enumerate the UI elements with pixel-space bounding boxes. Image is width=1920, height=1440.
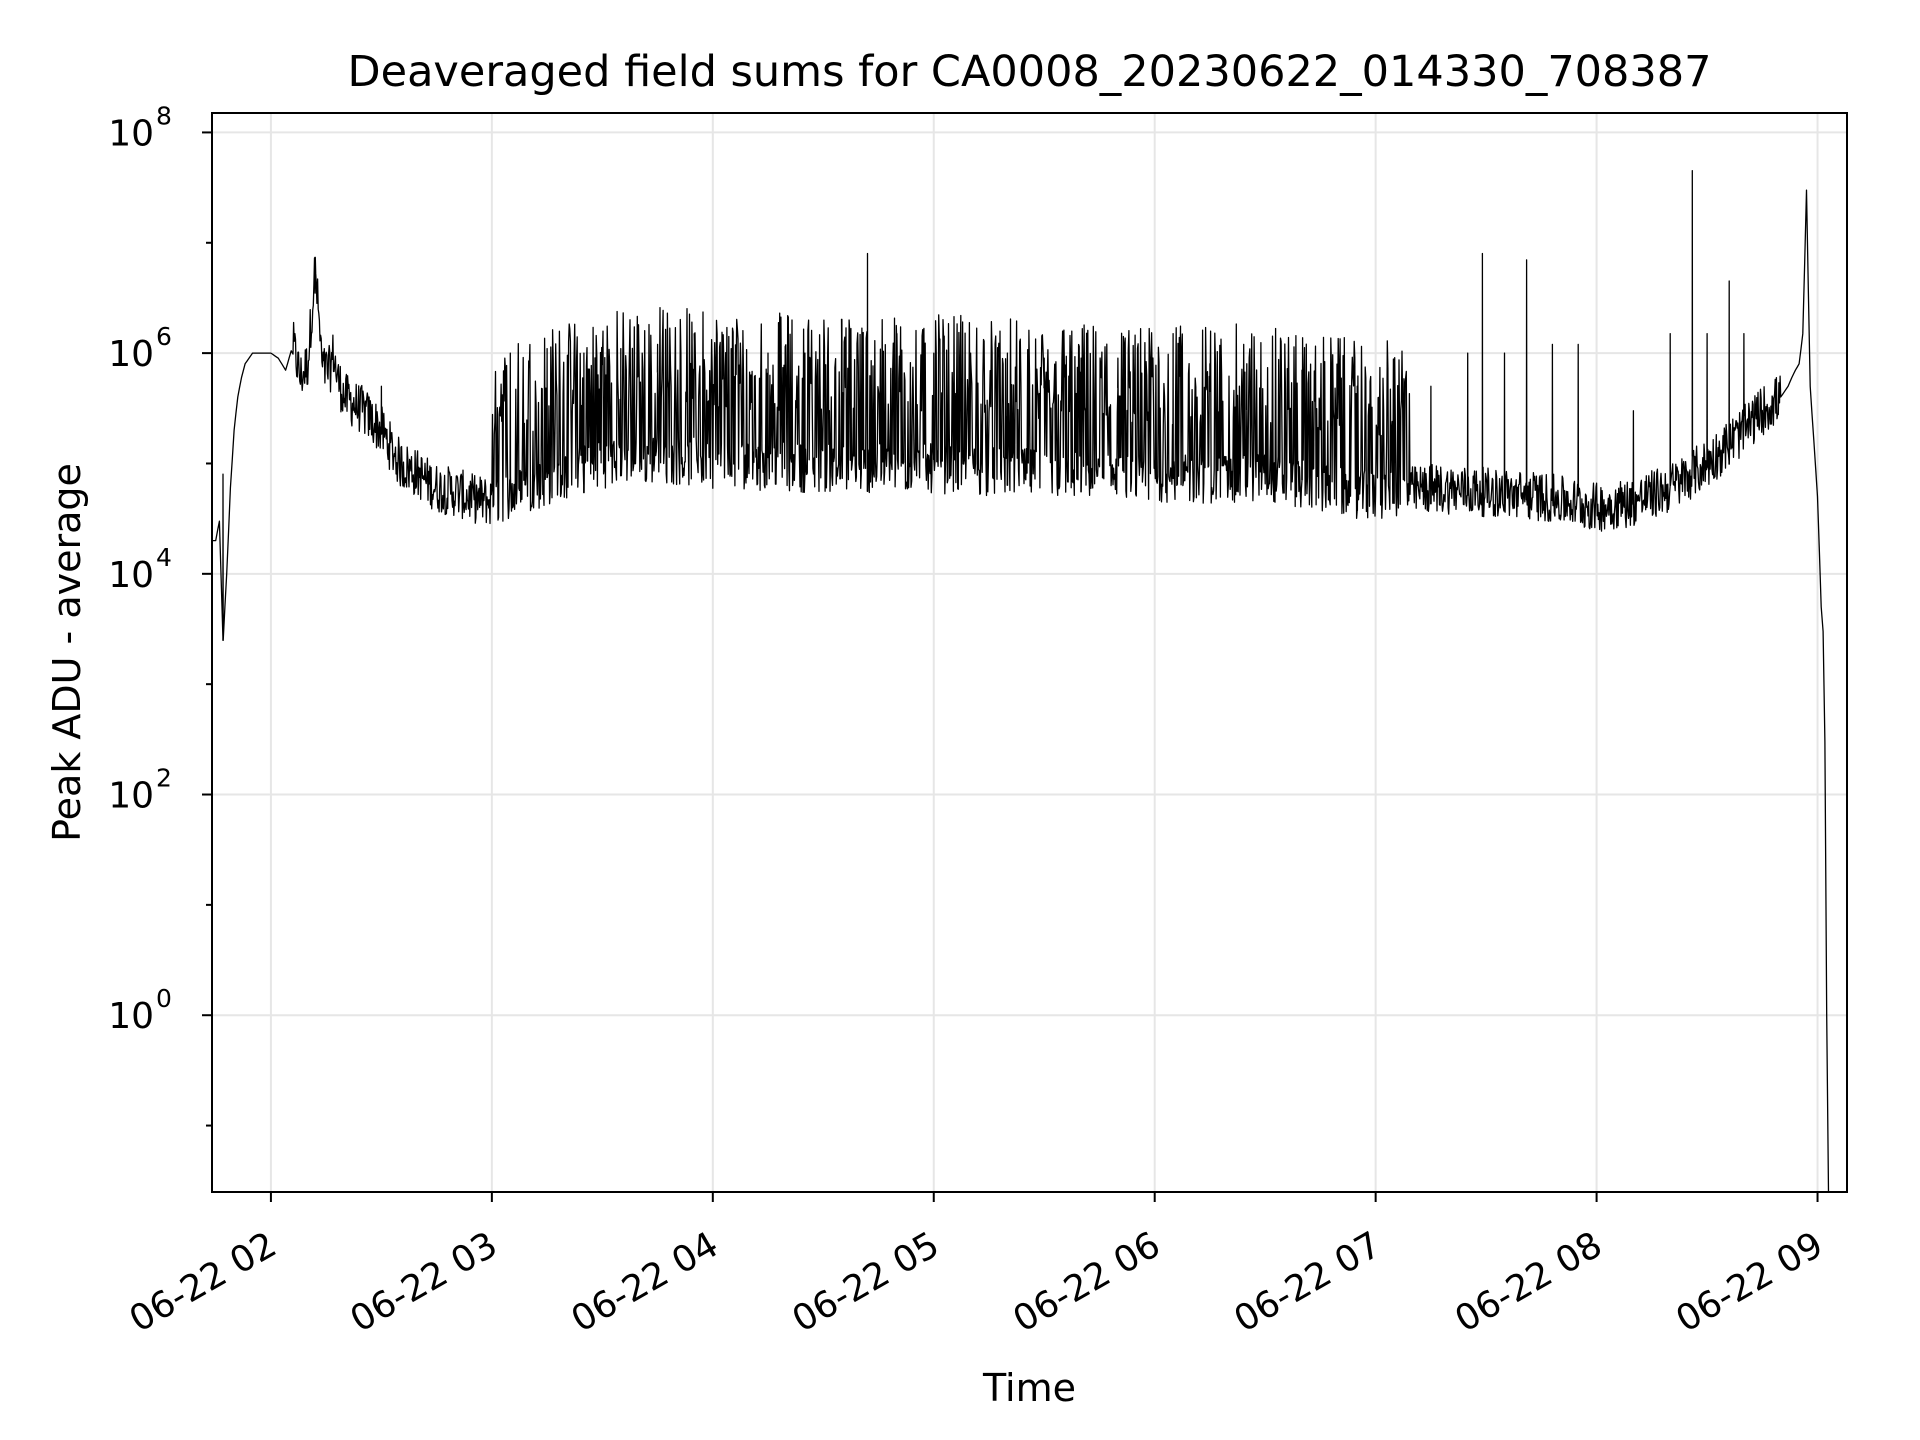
y-tick-exponent: 0 <box>156 984 172 1013</box>
chart-title: Deaveraged field sums for CA0008_2023062… <box>348 47 1712 97</box>
y-tick-exponent: 4 <box>156 543 172 572</box>
y-tick-exponent: 8 <box>156 101 172 130</box>
y-tick-base: 10 <box>108 113 154 154</box>
series-line <box>212 170 1830 1192</box>
y-tick-exponent: 6 <box>156 322 172 351</box>
x-axis-label: Time <box>982 1366 1076 1410</box>
plot-frame <box>211 112 1848 1193</box>
y-tick-label: 10 6 <box>108 322 172 375</box>
y-tick-exponent: 2 <box>156 764 172 793</box>
y-axis-label: Peak ADU - average <box>45 463 89 842</box>
y-tick-base: 10 <box>108 555 154 596</box>
y-tick-label: 10 8 <box>108 101 172 154</box>
y-tick-label: 10 2 <box>108 764 172 817</box>
y-tick-base: 10 <box>108 334 154 375</box>
y-tick-label: 10 4 <box>108 543 172 596</box>
grid <box>212 113 1847 1192</box>
y-tick-base: 10 <box>108 996 154 1037</box>
plot-area <box>212 170 1830 1192</box>
y-tick-label: 10 0 <box>108 984 172 1037</box>
y-tick-base: 10 <box>108 776 154 817</box>
